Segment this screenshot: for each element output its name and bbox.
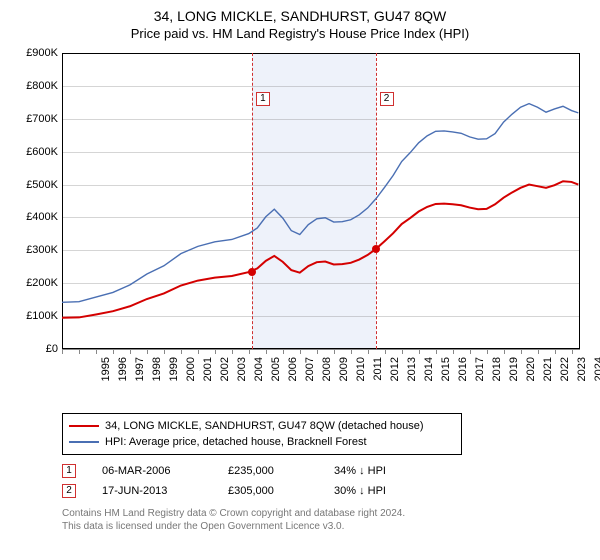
- event-price: £305,000: [228, 485, 308, 497]
- legend-label: 34, LONG MICKLE, SANDHURST, GU47 8QW (de…: [105, 420, 424, 432]
- event-price: £235,000: [228, 465, 308, 477]
- legend-swatch: [69, 425, 99, 427]
- events-table: 1 06-MAR-2006 £235,000 34% ↓ HPI 2 17-JU…: [62, 461, 588, 501]
- event-date: 17-JUN-2013: [102, 485, 202, 497]
- event-row: 2 17-JUN-2013 £305,000 30% ↓ HPI: [62, 481, 588, 501]
- x-axis-label: 2024: [593, 357, 600, 397]
- footer-attribution: Contains HM Land Registry data © Crown c…: [62, 507, 588, 533]
- series-property: [62, 181, 578, 317]
- footer-line: Contains HM Land Registry data © Crown c…: [62, 507, 588, 520]
- page-title: 34, LONG MICKLE, SANDHURST, GU47 8QW: [12, 8, 588, 24]
- footer-line: This data is licensed under the Open Gov…: [62, 520, 588, 533]
- page-subtitle: Price paid vs. HM Land Registry's House …: [12, 26, 588, 41]
- event-marker: 1: [62, 464, 76, 478]
- event-date: 06-MAR-2006: [102, 465, 202, 477]
- legend-label: HPI: Average price, detached house, Brac…: [105, 436, 367, 448]
- chart-legend: 34, LONG MICKLE, SANDHURST, GU47 8QW (de…: [62, 413, 462, 455]
- legend-item: HPI: Average price, detached house, Brac…: [69, 434, 455, 450]
- legend-item: 34, LONG MICKLE, SANDHURST, GU47 8QW (de…: [69, 418, 455, 434]
- event-row: 1 06-MAR-2006 £235,000 34% ↓ HPI: [62, 461, 588, 481]
- event-delta: 30% ↓ HPI: [334, 485, 414, 497]
- chart-lines: [12, 47, 588, 407]
- series-hpi: [62, 104, 578, 303]
- legend-swatch: [69, 441, 99, 443]
- event-marker: 2: [62, 484, 76, 498]
- event-delta: 34% ↓ HPI: [334, 465, 414, 477]
- price-chart: £0£100K£200K£300K£400K£500K£600K£700K£80…: [12, 47, 588, 407]
